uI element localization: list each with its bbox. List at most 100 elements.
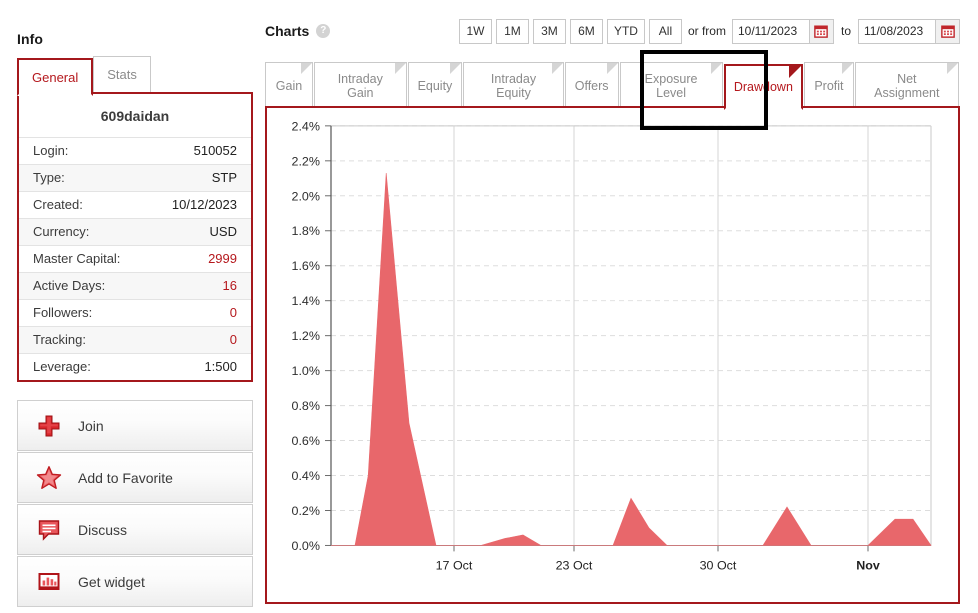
date-to-input[interactable] — [858, 18, 936, 44]
info-value-created: 10/12/2023 — [171, 197, 237, 212]
tab-general[interactable]: General — [17, 58, 94, 96]
join-label: Join — [78, 417, 104, 434]
svg-text:1.2%: 1.2% — [292, 329, 320, 343]
fold-corner-icon — [946, 63, 958, 74]
tab-net-assignment-label: Net Assignment — [874, 71, 940, 100]
get-widget-button[interactable]: Get widget — [17, 556, 253, 607]
svg-text:0.0%: 0.0% — [292, 539, 320, 553]
info-value-currency: USD — [209, 224, 237, 239]
action-button-list: Join Add to Favorite Discuss — [17, 400, 253, 607]
tab-drawdown-label: Drawdown — [733, 80, 793, 94]
fold-corner-icon — [394, 63, 406, 74]
chart-panel: 0.0% 0.2% 0.4% 0.6% 0.8% 1.0% 1.2% 1.4% 1.6% 1.8%… — [265, 106, 960, 604]
info-key-currency: Currency: — [33, 224, 90, 239]
table-row: Master Capital: 2999 — [19, 245, 251, 272]
info-key-tracking: Tracking: — [33, 332, 86, 347]
calendar-icon-from[interactable] — [809, 18, 834, 44]
tab-net-assignment[interactable]: Net Assignment — [854, 62, 959, 108]
svg-text:23 Oct: 23 Oct — [556, 558, 593, 572]
tab-intraday-equity[interactable]: Intraday Equity — [463, 62, 564, 108]
info-key-active-days: Active Days: — [33, 278, 106, 293]
help-icon[interactable]: ? — [316, 24, 331, 38]
svg-text:Nov: Nov — [856, 558, 880, 572]
widget-chart-icon — [36, 569, 62, 595]
tab-equity[interactable]: Equity — [407, 62, 463, 108]
page-title: Info — [17, 31, 44, 47]
fold-corner-icon — [841, 63, 853, 74]
or-from-label: or from — [687, 24, 726, 38]
tab-exposure-level-label: Exposure Level — [644, 71, 698, 100]
info-value-tracking: 0 — [229, 332, 237, 347]
range-button-3m[interactable]: 3M — [532, 18, 566, 44]
range-button-1w[interactable]: 1W — [458, 18, 492, 44]
charts-column: Charts ? 1W 1M 3M 6M YTD All or from — [265, 0, 960, 604]
range-button-ytd[interactable]: YTD — [606, 18, 645, 44]
table-row: Login: 510052 — [19, 137, 251, 164]
calendar-icon-to[interactable] — [936, 18, 960, 44]
fold-corner-icon — [301, 63, 312, 74]
tab-intraday-equity-label: Intraday Equity — [490, 71, 537, 100]
tab-equity-label: Equity — [417, 78, 453, 93]
date-range-toolbar: 1W 1M 3M 6M YTD All or from to — [458, 18, 960, 44]
info-key-followers: Followers: — [33, 305, 93, 320]
svg-text:2.2%: 2.2% — [292, 154, 320, 168]
range-button-1m[interactable]: 1M — [495, 18, 529, 44]
svg-text:1.6%: 1.6% — [292, 259, 320, 273]
fold-corner-icon — [710, 63, 722, 74]
table-row: Currency: USD — [19, 218, 251, 245]
range-button-all[interactable]: All — [648, 18, 682, 44]
svg-text:2.0%: 2.0% — [292, 189, 320, 203]
comment-icon — [36, 517, 62, 543]
fold-corner-icon — [789, 65, 803, 78]
add-to-favorite-button[interactable]: Add to Favorite — [17, 452, 253, 503]
info-value-leverage: 1:500 — [204, 359, 237, 374]
svg-text:1.4%: 1.4% — [292, 294, 320, 308]
info-value-login: 510052 — [193, 143, 237, 158]
info-column: Info General Stats 609daidan Login: 5100… — [17, 0, 253, 608]
tab-gain-label: Gain — [275, 78, 303, 93]
svg-text:0.6%: 0.6% — [292, 434, 320, 448]
tab-exposure-level[interactable]: Exposure Level — [619, 62, 723, 108]
svg-text:2.4%: 2.4% — [292, 119, 320, 133]
svg-text:0.2%: 0.2% — [292, 504, 320, 518]
info-key-type: Type: — [33, 170, 65, 185]
table-row: Leverage: 1:500 — [19, 353, 251, 380]
get-widget-label: Get widget — [78, 573, 145, 590]
info-tabstrip: General Stats — [17, 56, 253, 96]
account-info-card: 609daidan Login: 510052 Type: STP Create… — [17, 92, 253, 382]
info-value-type: STP — [211, 170, 237, 185]
date-from-input[interactable] — [731, 18, 810, 44]
info-value-active-days: 16 — [222, 278, 237, 293]
svg-text:1.8%: 1.8% — [292, 224, 320, 238]
tab-gain[interactable]: Gain — [265, 62, 313, 108]
svg-text:30 Oct: 30 Oct — [700, 558, 737, 572]
info-key-leverage: Leverage: — [33, 359, 91, 374]
fold-corner-icon — [450, 63, 462, 74]
charts-title: Charts — [265, 23, 310, 39]
tab-stats[interactable]: Stats — [93, 56, 151, 94]
table-row: Tracking: 0 — [19, 326, 251, 353]
plus-icon — [36, 413, 62, 439]
info-value-master-capital: 2999 — [208, 251, 237, 266]
svg-text:1.0%: 1.0% — [292, 364, 320, 378]
tab-drawdown[interactable]: Drawdown — [723, 64, 804, 110]
add-to-favorite-label: Add to Favorite — [78, 469, 173, 486]
chart-tabstrip: Gain Intraday Gain Equity Intraday Equit… — [265, 50, 960, 130]
svg-text:17 Oct: 17 Oct — [436, 558, 473, 572]
account-name: 609daidan — [100, 108, 170, 124]
charts-header: Charts ? 1W 1M 3M 6M YTD All or from — [265, 0, 960, 62]
table-row: Created: 10/12/2023 — [19, 191, 251, 218]
info-value-followers: 0 — [229, 305, 237, 320]
table-row: Followers: 0 — [19, 299, 251, 326]
join-button[interactable]: Join — [17, 400, 253, 451]
star-icon — [36, 465, 62, 491]
range-button-6m[interactable]: 6M — [569, 18, 603, 44]
tab-intraday-gain[interactable]: Intraday Gain — [314, 62, 407, 108]
drawdown-area-chart[interactable]: 0.0% 0.2% 0.4% 0.6% 0.8% 1.0% 1.2% 1.4% 1.6% 1.8%… — [267, 108, 958, 602]
discuss-button[interactable]: Discuss — [17, 504, 253, 555]
tab-profit[interactable]: Profit — [804, 62, 854, 108]
fold-corner-icon — [606, 63, 618, 74]
tab-offers[interactable]: Offers — [564, 62, 619, 108]
table-row: Type: STP — [19, 164, 251, 191]
info-key-created: Created: — [33, 197, 83, 212]
